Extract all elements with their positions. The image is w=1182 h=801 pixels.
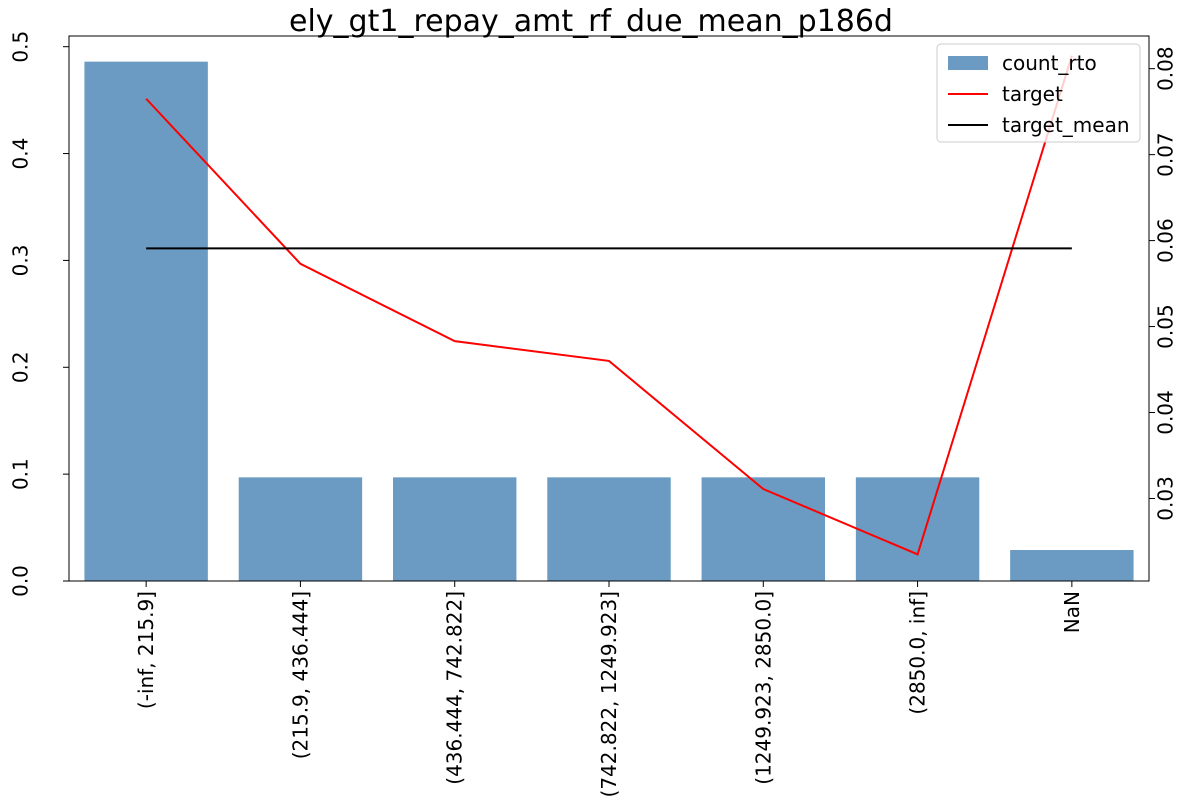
bar [855,477,980,581]
right-y-axis: 0.03 0.04 0.05 0.06 0.07 0.08 [1149,46,1178,521]
legend-swatch [948,56,988,70]
left-y-axis: 0.0 0.1 0.2 0.3 0.4 0.5 [9,31,69,597]
lines-layer [145,55,1073,556]
x-axis: (-inf, 215.9] (215.9, 436.444] (436.444, 7… [134,581,1084,797]
left-tick-label: 0.1 [9,458,33,490]
legend-label: target [1002,82,1063,106]
x-tick-label: (1249.923, 2850.0] [751,591,775,785]
legend-label: count_rto [1002,51,1097,75]
x-tick-label: (2850.0, inf] [906,591,930,715]
x-tick-label: (742.822, 1249.923] [597,591,621,797]
bar [393,477,517,581]
bars-layer [84,61,1134,582]
x-tick-label: NaN [1060,591,1084,633]
bar [238,477,363,581]
right-tick-label: 0.07 [1154,132,1178,177]
series-line-target [145,55,1073,556]
bar [84,61,208,582]
right-tick-label: 0.06 [1154,218,1178,263]
right-tick-label: 0.04 [1154,390,1178,435]
x-tick-label: (436.444, 742.822] [443,591,467,785]
right-tick-label: 0.05 [1154,304,1178,349]
x-tick-label: (-inf, 215.9] [134,591,158,709]
right-tick-label: 0.03 [1154,476,1178,521]
chart-title: ely_gt1_repay_amt_rf_due_mean_p186d [289,4,893,39]
right-tick-label: 0.08 [1154,46,1178,91]
legend-label: target_mean [1002,113,1130,137]
bar [1010,550,1134,581]
left-tick-label: 0.4 [9,138,33,170]
bar [701,477,825,581]
bar [547,477,671,581]
left-tick-label: 0.3 [9,245,33,277]
left-tick-label: 0.5 [9,31,33,63]
left-tick-label: 0.2 [9,351,33,383]
left-tick-label: 0.0 [9,565,33,597]
x-tick-label: (215.9, 436.444] [288,591,312,759]
